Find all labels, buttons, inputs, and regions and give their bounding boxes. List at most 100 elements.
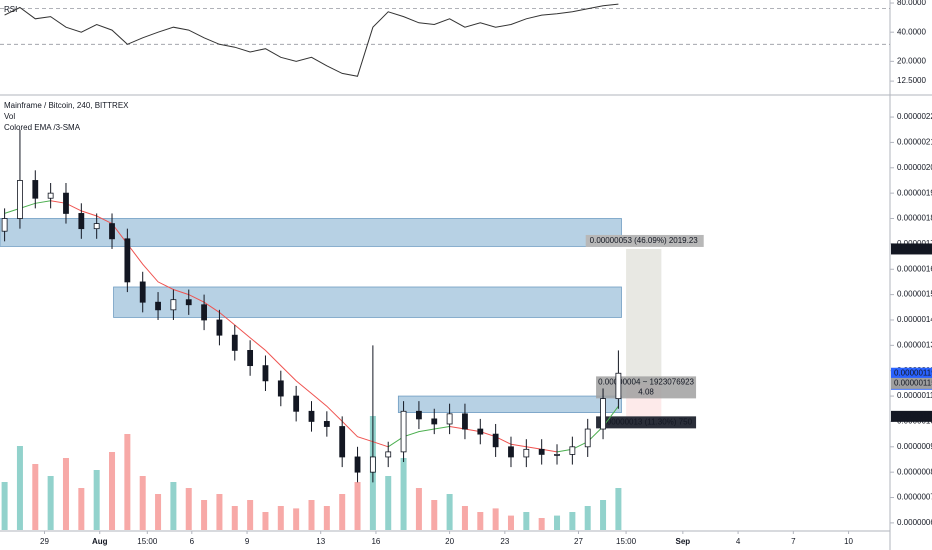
price-badge xyxy=(891,367,932,379)
volume-bar xyxy=(32,464,39,530)
rsi-tick-label: 20.0000 xyxy=(897,56,926,65)
candle-body xyxy=(323,421,330,427)
volume-bar xyxy=(247,500,254,530)
volume-bar xyxy=(354,482,361,530)
candle-body xyxy=(446,413,453,425)
price-badge xyxy=(891,377,932,389)
rsi-title: RSI xyxy=(4,5,17,14)
label-box xyxy=(585,234,704,247)
volume-bar xyxy=(584,506,591,530)
chart-title: Mainframe / Bitcoin, 240, BITTREX xyxy=(4,101,129,110)
price-badge-label: 0.00000119 xyxy=(894,368,932,377)
y-tick-label: 0.00000130 xyxy=(897,340,932,349)
candle-body xyxy=(216,319,223,336)
candle-body xyxy=(538,448,545,455)
y-tick-label: 0.00000190 xyxy=(897,188,932,197)
rsi-tick-label: 40.0000 xyxy=(897,27,926,36)
volume-bar xyxy=(461,506,468,530)
x-tick-label: 13 xyxy=(316,537,325,546)
volume-bar xyxy=(201,500,208,530)
candle-body xyxy=(201,304,207,321)
x-tick-label: 23 xyxy=(500,537,509,546)
volume-bar xyxy=(477,512,484,530)
volume-bar xyxy=(385,476,392,530)
y-tick-label: 0.00000220 xyxy=(897,112,932,121)
candle-body xyxy=(78,213,85,230)
y-tick-label: 0.00000110 xyxy=(897,391,932,400)
mid-label: 0.00000004 ~ 1923076923 xyxy=(598,377,694,386)
x-tick-label: Aug xyxy=(92,537,108,546)
volume-bar xyxy=(431,500,438,530)
ema-line xyxy=(387,426,450,448)
y-tick-label: 0.00000180 xyxy=(897,214,932,223)
candle-body xyxy=(508,446,514,458)
candle-body xyxy=(354,456,361,473)
candle-body xyxy=(63,192,69,214)
x-tick-label: 15:00 xyxy=(137,537,158,546)
volume-bar xyxy=(47,476,54,530)
volume-bar xyxy=(323,506,330,530)
price-badge-label: 0.00000102 xyxy=(894,411,932,420)
y-tick-label: 0.00000080 xyxy=(897,467,932,476)
y-tick-label: 0.00000150 xyxy=(897,290,932,299)
candle-body xyxy=(385,451,392,458)
volume-bar xyxy=(216,494,223,530)
x-tick-label: 9 xyxy=(245,537,250,546)
candle-body xyxy=(492,433,499,448)
volume-bar xyxy=(308,500,315,530)
candle-body xyxy=(477,428,484,435)
rsi-line xyxy=(4,3,619,77)
y-tick-label: 0.00000200 xyxy=(897,163,932,172)
candle-body xyxy=(569,446,576,455)
x-tick-label: 27 xyxy=(574,537,583,546)
volume-bar xyxy=(124,434,131,530)
volume-bar xyxy=(569,512,576,530)
candle-body xyxy=(339,426,346,458)
candle-body xyxy=(170,299,177,311)
volume-bar xyxy=(492,508,499,530)
x-tick-label: 29 xyxy=(40,537,49,546)
volume-bar xyxy=(507,515,514,530)
price-badge xyxy=(891,410,932,422)
candle-body xyxy=(47,192,54,199)
x-tick-label: 4 xyxy=(736,537,741,546)
zone xyxy=(0,218,622,247)
candle-body xyxy=(277,380,284,397)
volume-bar xyxy=(400,458,407,530)
volume-bar xyxy=(339,494,346,530)
candle-body xyxy=(431,418,438,425)
volume-bar xyxy=(16,446,23,530)
candle-body xyxy=(139,281,146,303)
candle-body xyxy=(416,410,422,420)
volume-bar xyxy=(170,482,177,530)
candle-body xyxy=(262,365,269,382)
candle-body xyxy=(185,299,192,306)
y-tick-label: 0.00000060 xyxy=(897,518,932,527)
volume-bar xyxy=(1,482,8,530)
volume-bar xyxy=(109,452,116,530)
candle-body xyxy=(523,448,530,458)
y-tick-label: 0.00000070 xyxy=(897,493,932,502)
volume-bar xyxy=(155,494,162,530)
label-box xyxy=(596,416,697,429)
candle-body xyxy=(369,456,376,473)
volume-bar xyxy=(231,506,238,530)
candle-body xyxy=(308,410,315,422)
candle-body xyxy=(584,428,591,448)
price-badge-label: 0.00000115 xyxy=(894,378,932,387)
candle-body xyxy=(554,454,560,456)
volume-bar xyxy=(78,488,85,530)
x-tick-label: 6 xyxy=(190,537,195,546)
volume-bar xyxy=(538,518,545,530)
zone xyxy=(397,395,622,413)
candle-body xyxy=(109,223,115,240)
candle-body xyxy=(293,395,300,412)
zone xyxy=(113,286,622,318)
candle-body xyxy=(400,410,407,453)
volume-bar xyxy=(185,488,192,530)
candle-body xyxy=(1,218,8,232)
volume-bar xyxy=(139,476,146,530)
